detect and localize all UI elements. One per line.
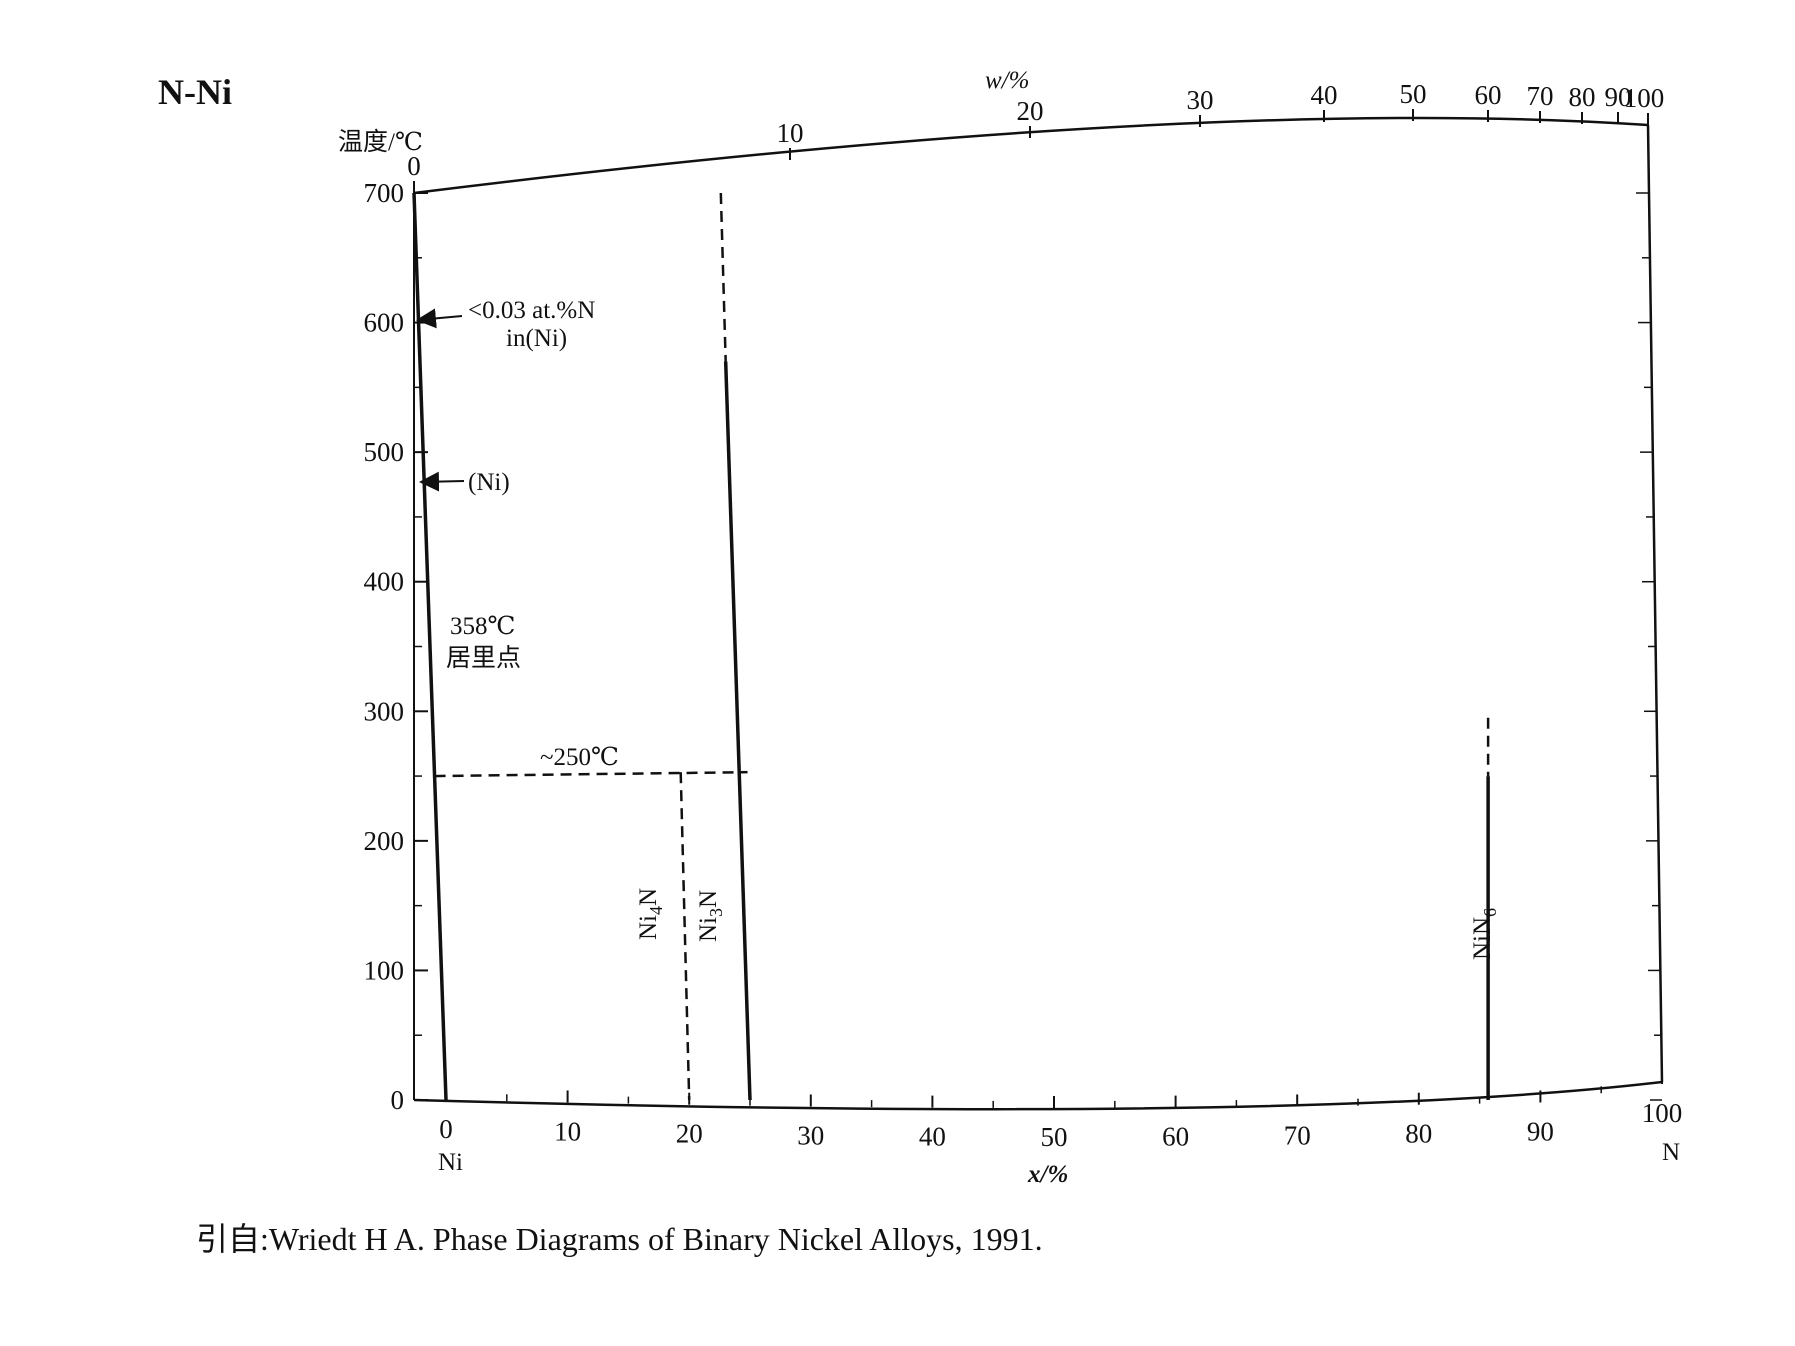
y-tick-label: 100	[364, 955, 405, 985]
y-axis-label: 温度/℃	[338, 128, 423, 156]
top-tick-label: 0	[407, 151, 421, 181]
top-tick-label: 10	[777, 118, 804, 148]
ni-phase-label: (Ni)	[468, 469, 510, 496]
y-tick-label: 300	[364, 696, 405, 726]
right-element-label: N	[1662, 1139, 1680, 1166]
ni-phase-arrow	[419, 471, 465, 492]
y-tick-label: 400	[364, 567, 405, 597]
x-tick-label: 60	[1162, 1122, 1189, 1152]
dashed-phase-line	[679, 772, 691, 1101]
x-tick-label: 50	[1041, 1122, 1068, 1152]
top-tick-label: 50	[1400, 79, 1427, 109]
top-axis-line	[413, 116, 1649, 195]
top-tick-label: 60	[1475, 80, 1502, 110]
phase-label-nin6: NiN6	[1469, 908, 1500, 960]
y-tick-label: 500	[364, 437, 405, 467]
curie-name-label: 居里点	[446, 644, 521, 672]
top-tick-label: 80	[1569, 82, 1596, 112]
right-ticks	[1636, 192, 1662, 1101]
citation: 引自:Wriedt H A. Phase Diagrams of Binary …	[196, 1221, 1043, 1257]
x-tick-label: 0	[439, 1114, 453, 1144]
left-element-label: Ni	[438, 1149, 463, 1176]
dashed-phase-line	[434, 770, 748, 778]
y-tick-label: 600	[364, 308, 405, 338]
top-tick-label: 40	[1311, 80, 1338, 110]
solubility-arrow	[416, 308, 463, 329]
isotherm-label: ~250℃	[540, 744, 619, 771]
top-axis-label: w/%	[985, 67, 1029, 94]
top-tick-label: 30	[1187, 85, 1214, 115]
phase-label-ni4n: Ni4N	[635, 888, 666, 940]
right-axis-line	[1646, 124, 1664, 1083]
x-tick-label: 20	[676, 1119, 703, 1149]
y-ticks: 0 100 200 300 400 500 600 700	[364, 178, 428, 1115]
curie-temp-label: 358℃	[450, 613, 515, 640]
top-tick-label: 70	[1527, 81, 1554, 111]
phase-label-ni3n: Ni3N	[695, 890, 726, 942]
top-tick-label: 100	[1624, 83, 1665, 113]
chart-title: N-Ni	[158, 72, 232, 112]
solubility-label-2: in(Ni)	[506, 325, 567, 352]
dashed-phase-line	[719, 192, 727, 362]
x-tick-label: 80	[1405, 1119, 1432, 1149]
x-tick-label: 100	[1642, 1098, 1683, 1128]
y-tick-label: 0	[391, 1085, 405, 1115]
bottom-axis-line	[413, 1080, 1663, 1111]
x-axis-label: x/%	[1027, 1161, 1068, 1188]
x-tick-label: 30	[797, 1120, 824, 1150]
top-tick-label: 90	[1605, 82, 1632, 112]
x-tick-label: 90	[1527, 1116, 1554, 1146]
solubility-label-1: <0.03 at.%N	[468, 297, 595, 324]
y-tick-label: 700	[364, 178, 405, 208]
x-tick-label: 40	[919, 1122, 946, 1152]
solid-phase-line	[412, 192, 448, 1101]
x-tick-label: 10	[554, 1116, 581, 1146]
x-tick-label: 70	[1284, 1120, 1311, 1150]
y-tick-label: 200	[364, 826, 405, 856]
x-ticks: 0 10 20 30 40 50 60 70 80 90 100	[439, 1072, 1682, 1152]
top-tick-label: 20	[1017, 96, 1044, 126]
solid-phase-line	[723, 361, 752, 1101]
phase-boundaries	[412, 192, 1490, 1101]
